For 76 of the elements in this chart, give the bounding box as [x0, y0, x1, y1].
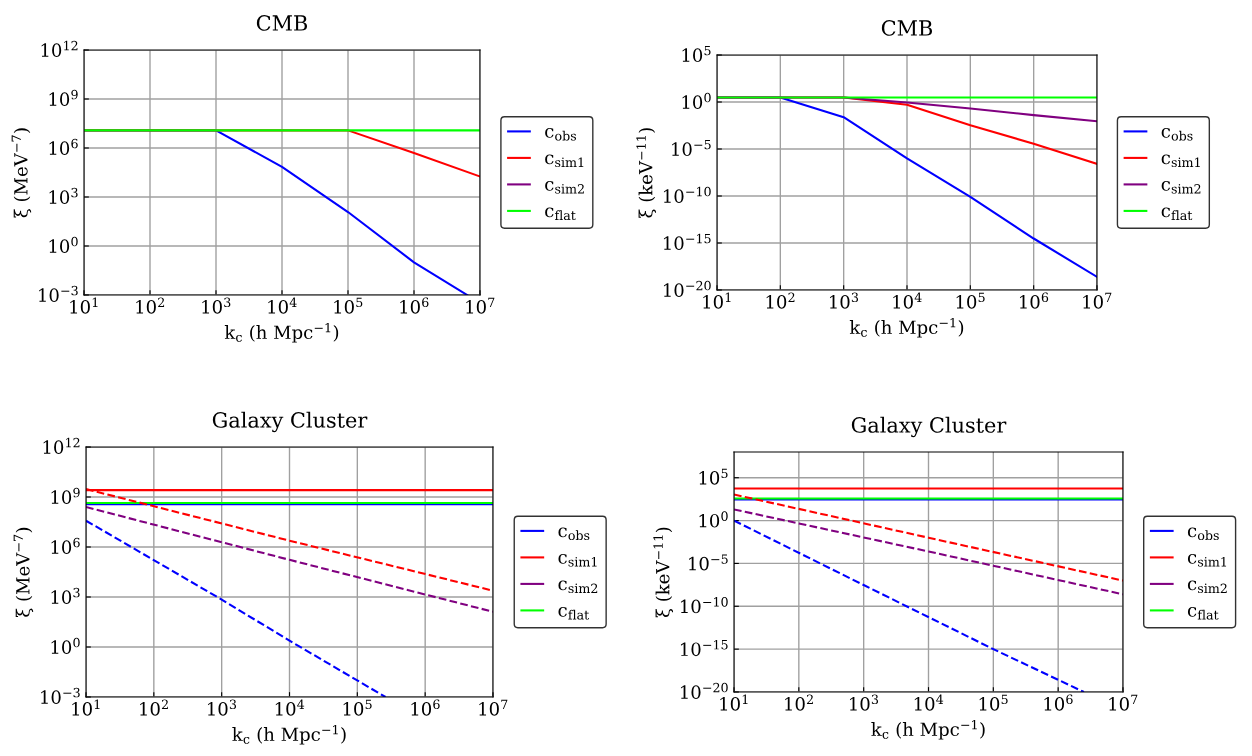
x-tick-label: 10$^{4}$: [893, 292, 922, 309]
legend-label: c$_{sim2}$: [1161, 180, 1201, 194]
legend-label: c$_{sim2}$: [558, 580, 598, 594]
y-tick-label: 10$^{6}$: [49, 138, 78, 155]
x-tick-label: 10$^{2}$: [766, 292, 795, 309]
y-tick-label: 10$^{9}$: [49, 89, 78, 106]
y-tick-label: 10$^{6}$: [51, 537, 80, 554]
legend-label: c$_{sim1}$: [1187, 553, 1227, 567]
y-tick-label: 10$^{3}$: [51, 587, 80, 604]
x-tick-label: 10$^{4}$: [275, 699, 305, 716]
x-tick-label: 10$^{5}$: [979, 694, 1008, 711]
y-tick-label: 10$^{0}$: [49, 236, 78, 253]
y-tick-label: 10$^{0}$: [699, 511, 728, 528]
x-tick-label: 10$^{3}$: [829, 292, 859, 309]
x-tick-label: 10$^{5}$: [334, 297, 363, 314]
x-tick-label: 10$^{3}$: [849, 694, 879, 711]
y-tick-label: 10$^{12}$: [43, 437, 80, 454]
x-tick-label: 10$^{5}$: [343, 699, 372, 716]
y-tick-label: 10$^{5}$: [682, 45, 711, 62]
chart-title: Galaxy Cluster: [851, 416, 1007, 438]
chart-title: Galaxy Cluster: [212, 411, 368, 433]
legend-label: c$_{sim1}$: [1161, 154, 1200, 168]
y-tick-label: 10$^{0}$: [51, 637, 80, 654]
legend-label: c$_{obs}$: [558, 527, 590, 541]
x-tick-label: 10$^{1}$: [70, 297, 98, 314]
x-tick-label: 10$^{6}$: [411, 699, 440, 716]
x-tick-label: 10$^{5}$: [956, 292, 985, 309]
y-tick-label: 10$^{0}$: [682, 92, 711, 109]
x-tick-label: 10$^{6}$: [400, 297, 429, 314]
x-tick-label: 10$^{1}$: [72, 699, 100, 716]
x-tick-label: 10$^{1}$: [720, 694, 748, 711]
legend-label: c$_{flat}$: [558, 606, 590, 620]
y-tick-label: 10$^{−10}$: [663, 186, 711, 203]
x-tick-label: 10$^{7}$: [1109, 694, 1138, 711]
y-axis-title: ξ (MeV$^{−7}$): [13, 527, 34, 617]
y-tick-label: 10$^{−15}$: [663, 233, 711, 250]
x-axis-title: k$_{c}$ (h Mpc$^{−1}$): [224, 322, 339, 343]
y-axis-title: ξ (keV$^{−11}$): [653, 527, 674, 618]
y-tick-label: 10$^{9}$: [51, 487, 80, 504]
legend-label: c$_{sim2}$: [545, 180, 584, 194]
x-tick-label: 10$^{6}$: [1019, 292, 1049, 309]
x-tick-label: 10$^{2}$: [136, 297, 165, 314]
y-tick-label: 10$^{−10}$: [680, 597, 728, 614]
legend-label: c$_{sim1}$: [545, 154, 584, 168]
x-axis-title: k$_{c}$ (h Mpc$^{−1}$): [871, 719, 985, 740]
x-tick-label: 10$^{7}$: [1083, 292, 1112, 309]
y-tick-label: 10$^{3}$: [49, 187, 78, 204]
x-tick-label: 10$^{3}$: [202, 297, 231, 314]
y-tick-label: 10$^{−15}$: [680, 639, 728, 657]
legend-label: c$_{obs}$: [1161, 127, 1193, 141]
y-tick-label: 10$^{−5}$: [672, 139, 711, 156]
x-tick-label: 10$^{2}$: [140, 699, 168, 716]
legend-label: c$_{flat}$: [1161, 207, 1193, 221]
y-tick-label: 10$^{12}$: [41, 40, 78, 57]
legend-label: c$_{flat}$: [1187, 606, 1219, 620]
x-axis-title: k$_{c}$ (h Mpc$^{−1}$): [849, 317, 964, 338]
x-tick-label: 10$^{6}$: [1044, 694, 1073, 711]
x-tick-label: 10$^{4}$: [914, 694, 944, 711]
y-tick-label: 10$^{5}$: [699, 468, 728, 485]
y-tick-label: 10$^{−5}$: [689, 554, 728, 571]
x-tick-label: 10$^{7}$: [479, 699, 508, 716]
y-axis-title: ξ (MeV$^{−7}$): [11, 128, 32, 218]
x-tick-label: 10$^{4}$: [268, 297, 297, 314]
x-tick-label: 10$^{7}$: [466, 297, 495, 314]
x-tick-label: 10$^{1}$: [703, 292, 731, 309]
x-tick-label: 10$^{2}$: [785, 694, 813, 711]
legend-label: c$_{sim1}$: [558, 553, 597, 567]
x-tick-label: 10$^{3}$: [207, 699, 237, 716]
chart-title: CMB: [256, 15, 308, 31]
legend-label: c$_{flat}$: [545, 207, 576, 221]
x-axis-title: k$_{c}$ (h Mpc$^{−1}$): [232, 724, 346, 745]
chart-title: CMB: [881, 20, 933, 36]
legend-label: c$_{obs}$: [1187, 527, 1219, 541]
legend-label: c$_{obs}$: [545, 127, 577, 141]
legend-label: c$_{sim2}$: [1187, 580, 1227, 594]
y-axis-title: ξ (keV$^{−11}$): [636, 128, 657, 218]
